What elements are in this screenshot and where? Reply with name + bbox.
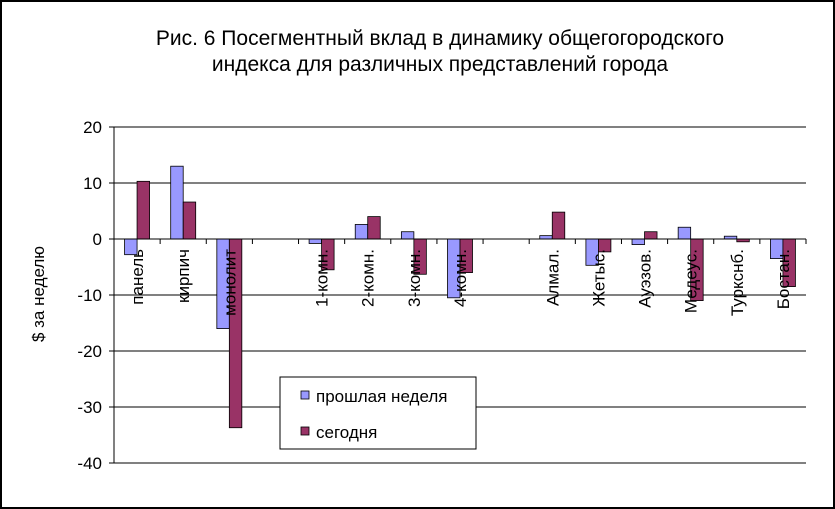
y-tick-label-5: -30 — [77, 398, 102, 417]
y-tick-label-2: 0 — [93, 230, 102, 249]
bar-series1-cat0 — [136, 180, 150, 240]
bar-series0-cat6 — [400, 231, 415, 240]
bar-series1-cat5 — [367, 216, 381, 240]
x-category-label-13: Туркснб. — [728, 249, 747, 316]
x-category-label-6: 3-комн. — [405, 249, 424, 307]
x-category-label-11: Ауэзов. — [636, 249, 655, 308]
chart-title: Рис. 6 Посегментный вклад в динамику общ… — [156, 27, 724, 76]
bar-series1-cat1 — [182, 201, 197, 240]
bar-series0-cat9 — [539, 235, 553, 240]
y-tick-label-6: -40 — [77, 454, 102, 473]
x-category-label-12: Медеус. — [682, 249, 701, 313]
axes — [109, 126, 807, 464]
x-category-label-4: 1-комн. — [313, 249, 332, 307]
bars — [124, 165, 796, 429]
x-category-label-2: монолит — [220, 249, 239, 316]
bar-series0-cat11 — [631, 238, 645, 245]
legend-label-0: прошлая неделя — [316, 387, 447, 406]
y-tick-label-0: 20 — [83, 118, 102, 137]
bar-series0-cat4 — [308, 238, 323, 244]
bar-series1-cat9 — [551, 211, 566, 240]
x-category-label-7: 4-комн. — [451, 249, 470, 307]
bar-series1-cat11 — [644, 231, 658, 240]
bar-series0-cat12 — [677, 226, 692, 240]
y-tick-label-1: 10 — [83, 174, 102, 193]
y-tick-label-3: -10 — [77, 286, 102, 305]
x-category-label-5: 2-комн. — [359, 249, 378, 307]
x-category-label-14: Бостан. — [774, 249, 793, 309]
legend-swatch-0 — [300, 390, 310, 400]
legend-box — [279, 376, 477, 450]
y-tick-label-4: -20 — [77, 342, 102, 361]
y-tick-labels: 20 10 0 -10 -20 -30 -40 — [77, 118, 102, 473]
bar-series0-cat1 — [170, 165, 184, 240]
y-axis-label: $ за неделю — [29, 246, 48, 342]
chart-title-line-2: индекса для различных представлений горо… — [212, 53, 668, 76]
x-category-label-10: Жетыс. — [589, 249, 608, 307]
x-category-label-1: кирпич — [174, 249, 193, 303]
legend-label-1: сегодня — [316, 423, 377, 442]
chart-title-line-1: Рис. 6 Посегментный вклад в динамику общ… — [156, 27, 724, 50]
x-category-label-0: панель — [128, 249, 147, 305]
x-category-labels: панель кирпич монолит 1-комн. 2-комн. 3-комн.… — [128, 249, 793, 316]
legend: прошлая неделя сегодня — [279, 376, 477, 450]
legend-swatch-1 — [300, 426, 310, 436]
bar-series0-cat5 — [354, 224, 369, 240]
x-category-label-9: Алмал. — [543, 249, 562, 306]
